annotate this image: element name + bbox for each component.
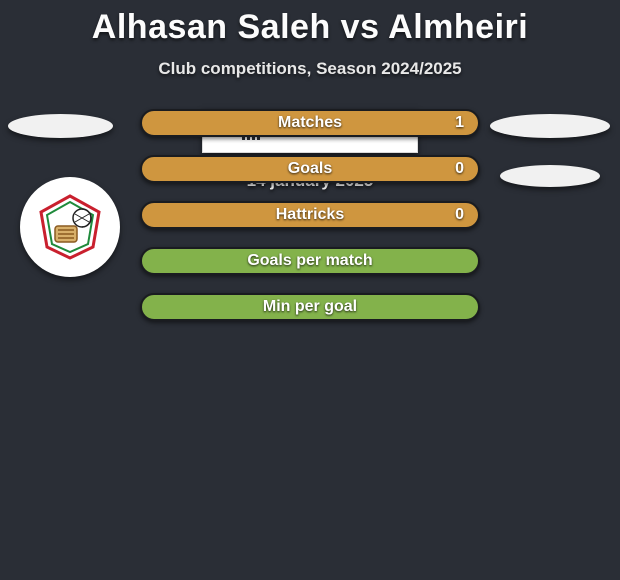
- stat-bar-value: 0: [455, 157, 464, 181]
- stat-bar-label: Hattricks: [142, 203, 478, 227]
- stat-bar-value: 1: [455, 111, 464, 135]
- page-subtitle: Club competitions, Season 2024/2025: [0, 59, 620, 79]
- stat-bar: Matches1: [140, 109, 480, 137]
- player-right-avatar-placeholder-1: [490, 114, 610, 138]
- player-left-avatar-placeholder: [8, 114, 113, 138]
- stat-bar: Goals per match: [140, 247, 480, 275]
- stat-bar: Hattricks0: [140, 201, 480, 229]
- club-badge: [20, 177, 120, 277]
- stat-bar-label: Min per goal: [142, 295, 478, 319]
- stat-bar-label: Goals per match: [142, 249, 478, 273]
- player-right-avatar-placeholder-2: [500, 165, 600, 187]
- page-title: Alhasan Saleh vs Almheiri: [0, 0, 620, 47]
- stat-bars: Matches1Goals0Hattricks0Goals per matchM…: [140, 109, 480, 339]
- stat-bar: Min per goal: [140, 293, 480, 321]
- stat-bar-value: 0: [455, 203, 464, 227]
- stat-bar-label: Matches: [142, 111, 478, 135]
- club-crest-icon: [35, 192, 105, 262]
- stat-bar-label: Goals: [142, 157, 478, 181]
- stat-bar: Goals0: [140, 155, 480, 183]
